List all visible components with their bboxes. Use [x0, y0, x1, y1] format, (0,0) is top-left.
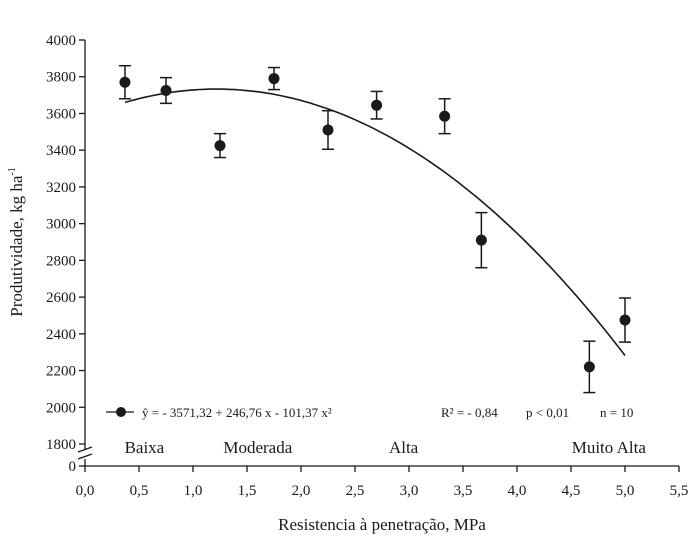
- legend: ŷ = - 3571,32 + 246,76 x - 101,37 x² R² …: [106, 405, 633, 420]
- y-tick-label: 3800: [46, 70, 76, 86]
- x-tick-label: 4,5: [562, 483, 581, 499]
- data-point: [619, 297, 631, 343]
- point-marker: [268, 73, 280, 85]
- x-tick-label: 0,5: [130, 483, 149, 499]
- y-tick-label: 3200: [46, 180, 76, 196]
- x-axis-label: Resistencia à penetração, MPa: [278, 515, 486, 534]
- y-axis-ticks: 1800 2000 2200 2400 2600 2800 3000 3200 3400 3600…: [46, 33, 85, 475]
- x-tick-label: 5,5: [670, 483, 689, 499]
- class-labels: Baixa Moderada Alta Muito Alta: [125, 438, 647, 457]
- y-tick-label-zero: 0: [69, 459, 77, 475]
- data-point: [475, 211, 488, 269]
- class-label: Muito Alta: [572, 438, 647, 457]
- y-axis-label: Produtividade, kg ha-1: [7, 167, 26, 317]
- x-tick-label: 3,5: [454, 483, 473, 499]
- x-tick-label: 2,5: [346, 483, 365, 499]
- y-axis-label-main: Produtividade, kg ha: [7, 175, 26, 317]
- y-tick-label: 1800: [46, 437, 76, 453]
- axes: [77, 40, 679, 467]
- y-tick-label: 3400: [46, 143, 76, 159]
- point-marker: [322, 124, 334, 136]
- point-marker: [214, 140, 226, 152]
- legend-r2: R² = - 0,84: [441, 405, 498, 420]
- class-label: Moderada: [223, 438, 292, 457]
- y-axis-label-superscript: -1: [7, 167, 18, 175]
- data-points: [118, 64, 631, 394]
- data-point: [118, 64, 131, 100]
- y-tick-label: 4000: [46, 33, 76, 49]
- axis-break-mark: [77, 446, 93, 453]
- legend-p-value: p < 0,01: [526, 405, 569, 420]
- x-tick-label: 1,5: [238, 483, 257, 499]
- class-label: Baixa: [125, 438, 165, 457]
- data-point: [268, 66, 280, 91]
- y-tick-label: 2000: [46, 400, 76, 416]
- x-axis-ticks: 0,0 0,5 1,0 1,5 2,0 2,5 3,0 3,5 4,0 4,5 5,0 5,5: [76, 466, 689, 499]
- point-marker: [619, 314, 631, 326]
- svg-text:Produtividade, kg ha-1: Produtividade, kg ha-1: [7, 167, 26, 317]
- y-tick-label: 2600: [46, 290, 76, 306]
- x-tick-label: 2,0: [292, 483, 311, 499]
- point-marker: [583, 361, 595, 373]
- x-tick-label: 5,0: [616, 483, 635, 499]
- point-marker: [439, 110, 451, 122]
- axis-break-mark: [77, 453, 93, 460]
- point-marker: [119, 76, 131, 88]
- data-point: [438, 98, 451, 135]
- y-tick-label: 2800: [46, 253, 76, 269]
- regression-curve: [124, 88, 626, 356]
- class-label: Alta: [389, 438, 419, 457]
- y-tick-label: 3600: [46, 106, 76, 122]
- legend-n: n = 10: [600, 405, 633, 420]
- point-marker: [475, 234, 487, 246]
- y-tick-label: 2400: [46, 327, 76, 343]
- x-tick-label: 0,0: [76, 483, 95, 499]
- data-point: [322, 109, 334, 151]
- data-point: [583, 340, 596, 394]
- x-tick-label: 1,0: [184, 483, 203, 499]
- y-tick-label: 3000: [46, 217, 76, 233]
- data-point: [214, 132, 226, 159]
- point-marker: [160, 85, 172, 96]
- x-tick-label: 4,0: [508, 483, 527, 499]
- y-tick-label: 2200: [46, 364, 76, 380]
- legend-equation: ŷ = - 3571,32 + 246,76 x - 101,37 x²: [142, 405, 332, 420]
- legend-marker: [116, 407, 126, 417]
- point-marker: [371, 99, 383, 111]
- x-tick-label: 3,0: [400, 483, 419, 499]
- data-point: [370, 90, 383, 120]
- data-point: [160, 76, 172, 105]
